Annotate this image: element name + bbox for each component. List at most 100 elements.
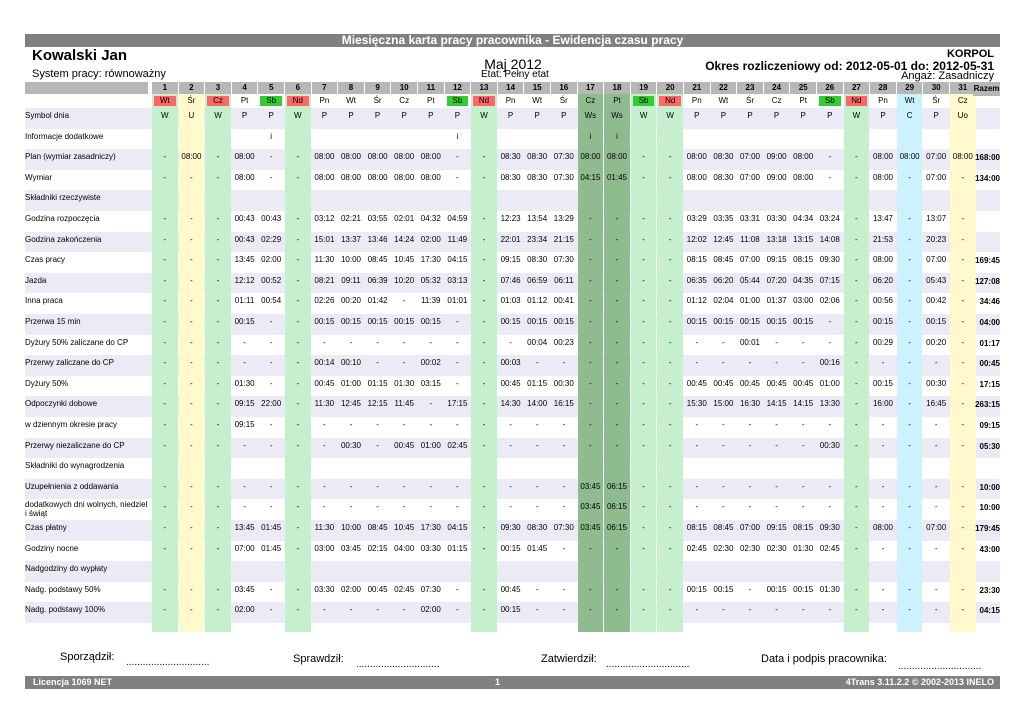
table-cell: 14:24 <box>394 234 415 244</box>
row-label: Składniki rzeczywiste <box>25 193 101 203</box>
day-number: 4 <box>231 82 258 94</box>
table-cell: 02:45 <box>819 543 840 553</box>
table-cell: - <box>163 358 167 368</box>
table-cell: 08:45 <box>367 255 388 265</box>
table-cell: - <box>748 502 752 512</box>
table-cell: - <box>748 440 752 450</box>
table-cell: 11:45 <box>394 399 414 409</box>
table-cell: - <box>642 296 645 306</box>
table-cell: 08:45 <box>713 255 734 265</box>
weekday-label: Sb <box>446 96 469 106</box>
table-cell: - <box>855 420 858 429</box>
table-cell: 01:45 <box>527 543 548 553</box>
table-cell: 00:30 <box>340 440 361 450</box>
table-cell: 08:00 <box>793 152 814 162</box>
weekday-label: Pt <box>799 96 807 105</box>
table-cell: - <box>482 317 486 326</box>
row-band <box>25 355 1000 376</box>
table-cell: - <box>615 605 619 615</box>
table-cell: - <box>855 605 858 615</box>
row-band <box>25 314 1000 335</box>
table-cell: 00:43 <box>234 214 255 223</box>
table-cell: - <box>296 214 300 223</box>
table-cell: 00:15 <box>872 378 893 388</box>
table-cell: - <box>855 337 858 347</box>
weekday-label: Cz <box>771 96 782 105</box>
table-cell: - <box>961 358 965 368</box>
table-cell: 03:30 <box>314 584 335 594</box>
table-cell: - <box>269 317 273 326</box>
row-label: Składniki do wynagrodzenia <box>25 461 125 471</box>
table-cell: - <box>296 584 300 594</box>
table-cell: 11:49 <box>447 234 468 244</box>
day-number: 9 <box>364 82 391 94</box>
table-cell: 08:00 <box>686 172 707 182</box>
table-cell: 05:44 <box>739 275 760 285</box>
table-cell: - <box>163 234 167 244</box>
table-cell: 10:45 <box>394 523 415 532</box>
table-cell: - <box>855 152 858 162</box>
table-cell: - <box>456 420 459 429</box>
table-cell: - <box>961 214 965 223</box>
table-cell: - <box>562 420 566 429</box>
employee-signature: .............................. <box>898 661 982 672</box>
table-cell: - <box>615 399 619 409</box>
table-cell: - <box>855 440 858 450</box>
table-cell: 00:20 <box>926 337 947 347</box>
table-cell: 08:00 <box>686 152 707 162</box>
table-cell: 00:52 <box>261 275 282 285</box>
table-cell: 03:30 <box>420 543 441 553</box>
row-band <box>25 108 1000 129</box>
table-cell: P <box>428 111 434 120</box>
table-cell: P <box>773 111 780 120</box>
table-cell: - <box>269 378 273 388</box>
row-band <box>25 478 1000 500</box>
table-cell: - <box>881 358 885 368</box>
row-total: 17:15 <box>979 379 1000 389</box>
day-number: 15 <box>524 82 550 94</box>
table-cell: - <box>296 152 300 162</box>
table-cell: 00:04 <box>527 337 548 347</box>
table-cell: - <box>668 172 672 182</box>
table-cell: 09:00 <box>766 172 787 182</box>
table-cell: - <box>376 420 379 429</box>
table-cell: 01:00 <box>340 378 361 388</box>
table-cell: - <box>216 399 220 409</box>
table-cell: - <box>828 420 832 429</box>
table-cell: - <box>163 440 167 450</box>
page-number: 1 <box>495 677 501 687</box>
row-label: Nadg. podstawy 50% <box>25 584 101 594</box>
table-cell: - <box>216 502 220 512</box>
table-cell: - <box>269 605 273 615</box>
table-cell: - <box>216 605 220 615</box>
day-number: 19 <box>630 82 657 94</box>
table-cell: - <box>562 605 566 615</box>
table-cell: - <box>722 605 725 615</box>
table-cell: 03:45 <box>580 481 601 491</box>
table-cell: - <box>668 337 672 347</box>
table-cell: 03:30 <box>766 214 787 223</box>
table-cell: - <box>429 337 433 347</box>
table-cell: - <box>482 358 486 368</box>
table-cell: 00:15 <box>340 317 361 326</box>
table-cell: 00:30 <box>553 378 574 388</box>
table-cell: - <box>642 440 645 450</box>
table-cell: 08:15 <box>793 255 814 265</box>
table-cell: 07:00 <box>739 523 760 532</box>
table-cell: 08:00 <box>872 152 893 162</box>
table-cell: 00:02 <box>420 358 441 368</box>
row-label: Informacje dodatkowe <box>25 131 104 141</box>
table-cell: - <box>961 440 965 450</box>
table-cell: - <box>482 255 486 265</box>
table-cell: C <box>906 111 913 120</box>
table-cell: - <box>828 502 832 512</box>
table-cell: - <box>163 317 167 326</box>
table-cell: - <box>482 523 486 532</box>
day-number: 17 <box>577 82 604 94</box>
day-column-highlight <box>205 94 231 632</box>
row-label: Dyżury 50% zaliczane do CP <box>25 337 129 347</box>
table-cell: - <box>190 358 193 368</box>
table-cell: 02:26 <box>314 296 335 306</box>
checked-by-label: Sprawdził: <box>293 653 344 665</box>
table-cell: - <box>589 420 592 429</box>
